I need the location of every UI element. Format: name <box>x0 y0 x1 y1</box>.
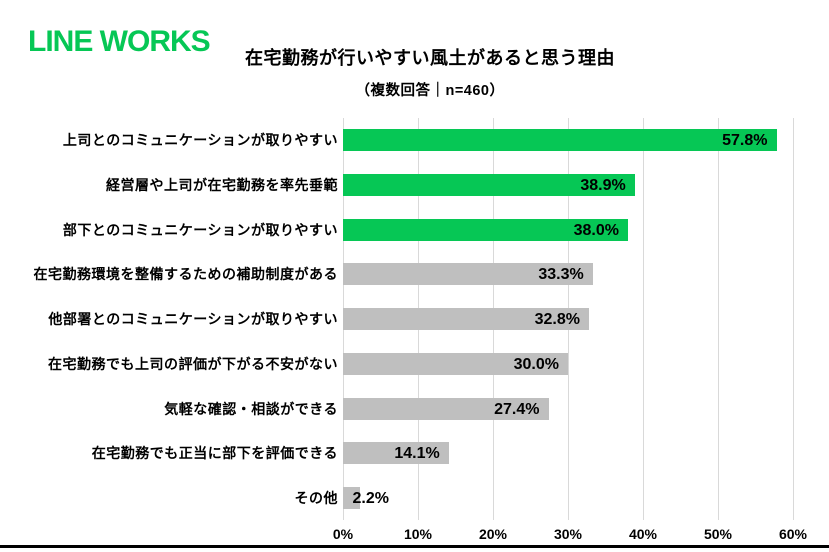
category-label: 部下とのコミュニケーションが取りやすい <box>62 222 338 238</box>
bar <box>343 129 777 151</box>
bar <box>343 219 628 241</box>
gridline <box>793 118 794 520</box>
bar <box>343 174 635 196</box>
category-label: 上司とのコミュニケーションが取りやすい <box>62 132 338 148</box>
x-axis-tick: 50% <box>703 526 733 542</box>
chart-subtitle: （複数回答｜n=460） <box>355 83 505 99</box>
category-label: 経営層や上司が在宅勤務を率先垂範 <box>106 177 338 193</box>
gridline <box>718 118 719 520</box>
category-label: 在宅勤務環境を整備するための補助制度がある <box>33 266 338 282</box>
bar <box>343 308 589 330</box>
value-label: 2.2% <box>352 490 389 507</box>
value-label: 32.8% <box>534 311 580 328</box>
x-axis-tick: 60% <box>778 526 808 542</box>
bar <box>343 353 568 375</box>
category-label: 在宅勤務でも正当に部下を評価できる <box>91 445 338 461</box>
value-label: 14.1% <box>394 445 440 462</box>
value-label: 30.0% <box>513 356 559 373</box>
title-block: 在宅勤務が行いやすい風土があると思う理由 （複数回答｜n=460） <box>240 44 620 100</box>
value-label: 38.0% <box>573 222 619 239</box>
value-label: 38.9% <box>580 177 626 194</box>
x-axis-tick: 40% <box>628 526 658 542</box>
bar <box>343 398 549 420</box>
bar <box>343 442 449 464</box>
value-label: 27.4% <box>494 401 540 418</box>
x-axis-tick: 30% <box>553 526 583 542</box>
bottom-border-line <box>0 545 829 548</box>
category-label: 在宅勤務でも上司の評価が下がる不安がない <box>48 356 338 372</box>
line-works-logo: LINE WORKS <box>28 25 211 58</box>
category-label: その他 <box>294 490 338 506</box>
category-label: 他部署とのコミュニケーションが取りやすい <box>48 311 338 327</box>
bar <box>343 487 360 509</box>
x-axis-tick: 10% <box>403 526 433 542</box>
gridline <box>643 118 644 520</box>
bar <box>343 263 593 285</box>
value-label: 57.8% <box>722 132 768 149</box>
value-label: 33.3% <box>538 266 584 283</box>
x-axis-tick: 20% <box>478 526 508 542</box>
chart-title: 在宅勤務が行いやすい風土があると思う理由 <box>245 48 615 68</box>
x-axis-tick: 0% <box>332 526 354 542</box>
category-label: 気軽な確認・相談ができる <box>164 401 338 417</box>
